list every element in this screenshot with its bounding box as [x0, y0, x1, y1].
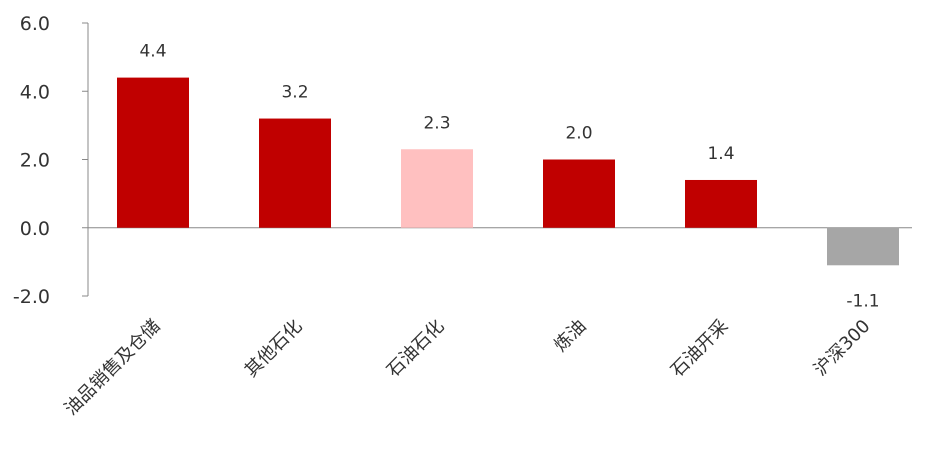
category-labels-group: 油品销售及仓储 其他石化 石油石化 炼油 石油开采 沪深300	[61, 316, 875, 420]
y-tick-label: -2.0	[13, 286, 50, 308]
category-label: 油品销售及仓储	[61, 316, 165, 420]
y-axis-ticks: -2.0 0.0 2.0 4.0 6.0	[13, 13, 88, 308]
bar	[543, 159, 615, 228]
bar	[827, 227, 899, 266]
data-label: 3.2	[281, 83, 308, 103]
bar	[117, 77, 189, 228]
bars-group	[117, 77, 899, 266]
y-tick-label: 4.0	[20, 81, 50, 103]
data-labels-group: 4.4 3.2 2.3 2.0 1.4 -1.1	[139, 42, 879, 312]
y-tick-label: 2.0	[20, 150, 50, 172]
category-label: 沪深300	[810, 316, 875, 381]
y-tick-label: 0.0	[20, 218, 50, 240]
bar	[401, 149, 473, 228]
bar	[259, 118, 331, 228]
category-label: 其他石化	[241, 316, 307, 382]
data-label: 2.0	[565, 124, 592, 144]
data-label: 4.4	[139, 42, 166, 62]
data-label: 2.3	[423, 113, 450, 133]
category-label: 石油开采	[667, 316, 733, 382]
category-label: 炼油	[550, 316, 590, 356]
y-tick-label: 6.0	[20, 13, 50, 35]
data-label: 1.4	[707, 144, 734, 164]
category-label: 石油石化	[383, 316, 449, 382]
data-label: -1.1	[846, 291, 879, 311]
bar	[685, 179, 757, 228]
